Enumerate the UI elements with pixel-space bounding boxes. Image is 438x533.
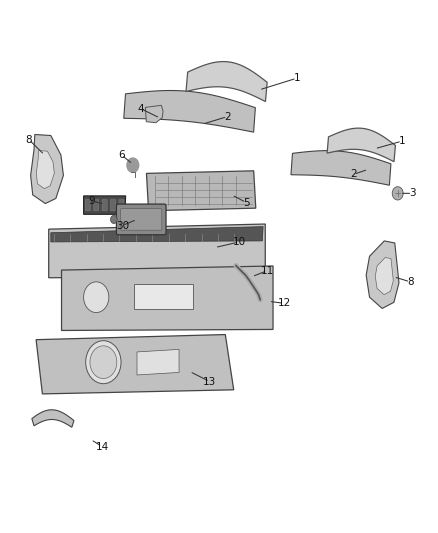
FancyBboxPatch shape [94,199,99,211]
FancyBboxPatch shape [120,209,162,230]
Polygon shape [61,266,273,330]
Polygon shape [31,134,64,204]
Polygon shape [375,257,393,295]
Polygon shape [186,62,267,102]
Circle shape [84,282,109,312]
Polygon shape [145,106,163,123]
Text: 9: 9 [89,196,95,206]
Circle shape [86,341,121,384]
Text: 2: 2 [350,169,357,180]
Polygon shape [32,410,74,427]
Text: 8: 8 [407,277,413,287]
Text: 30: 30 [116,221,129,231]
Circle shape [90,346,117,378]
Polygon shape [51,227,263,242]
Text: 2: 2 [224,111,231,122]
Polygon shape [49,224,265,278]
Text: 6: 6 [118,150,125,160]
Polygon shape [291,151,391,185]
Text: 4: 4 [138,104,145,114]
FancyBboxPatch shape [110,199,116,211]
Text: 8: 8 [26,135,32,144]
Text: 11: 11 [261,265,274,276]
Polygon shape [134,285,193,309]
FancyBboxPatch shape [85,199,90,211]
Polygon shape [146,171,256,211]
Circle shape [392,187,403,200]
Polygon shape [36,335,234,394]
Polygon shape [36,151,54,189]
Polygon shape [327,128,396,161]
Text: 1: 1 [399,136,405,146]
Text: 13: 13 [203,377,216,386]
Polygon shape [366,241,399,309]
Text: 10: 10 [233,237,246,247]
Circle shape [130,161,136,169]
Text: 1: 1 [293,73,300,83]
Polygon shape [137,350,179,375]
Circle shape [110,215,117,223]
Text: 5: 5 [243,198,250,207]
Circle shape [131,163,134,167]
Text: 12: 12 [278,298,291,309]
Text: 14: 14 [95,442,109,451]
Polygon shape [84,196,126,214]
Circle shape [127,158,139,172]
FancyBboxPatch shape [119,199,124,211]
FancyBboxPatch shape [117,204,166,235]
Polygon shape [124,91,255,132]
FancyBboxPatch shape [102,199,107,211]
Text: 3: 3 [409,188,416,198]
